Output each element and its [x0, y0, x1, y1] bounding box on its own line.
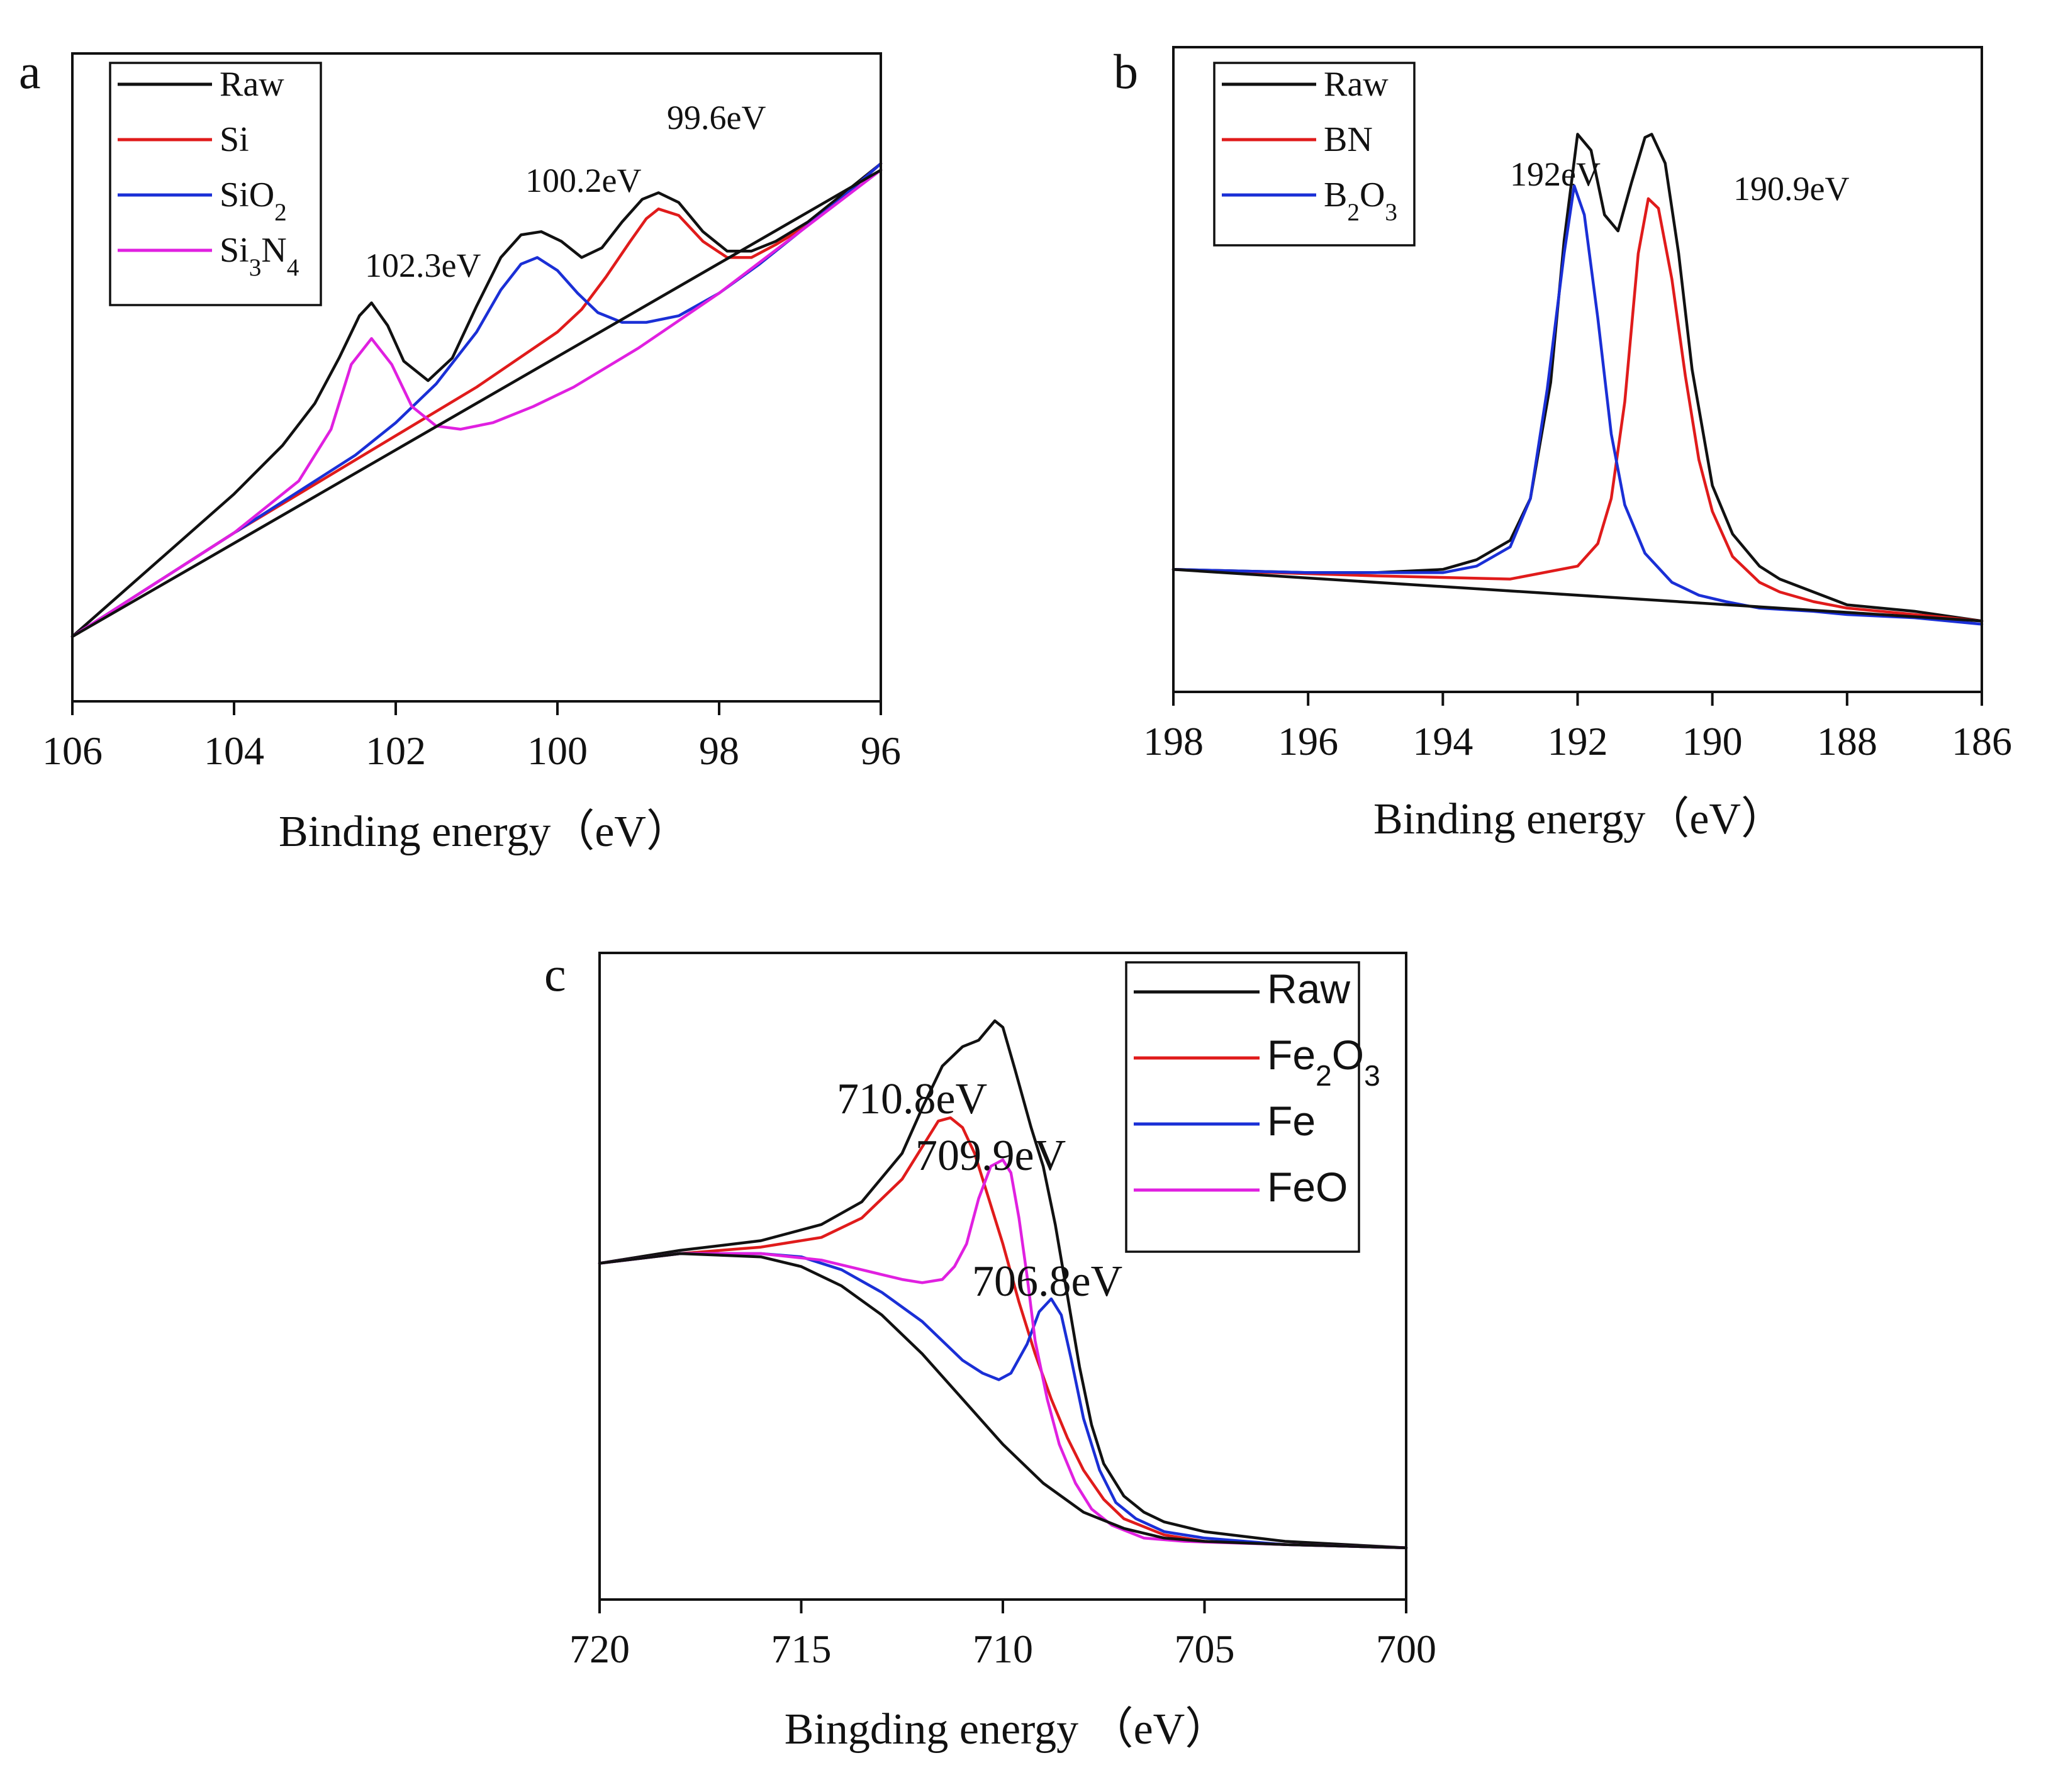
x-tick-label: 104 — [204, 728, 264, 773]
peak-annotation: 706.8eV — [972, 1257, 1122, 1306]
peak-annotation: 709.9eV — [915, 1132, 1066, 1180]
x-tick-label: 100 — [527, 728, 588, 773]
series-line-raw — [1171, 133, 1984, 623]
x-tick-label: 715 — [771, 1627, 832, 1671]
legend: Raw BN B2O3 — [1213, 62, 1416, 247]
panel-letter: a — [19, 44, 41, 99]
x-tick-label: 190 — [1682, 719, 1743, 764]
legend-label-fe2o3: Fe2O3 — [1267, 1032, 1380, 1092]
series-line-baseline — [70, 169, 883, 638]
legend-label-sio2: SiO2 — [220, 175, 287, 226]
series-group — [1171, 133, 1984, 626]
peak-annotation: 710.8eV — [837, 1075, 987, 1123]
peak-annotation: 102.3eV — [365, 247, 481, 284]
x-axis-title: Binding energy（eV） — [1373, 795, 1785, 843]
panel-b-chart: b 198 196 194 192 190 188 186 Binding energy（eV）… — [1114, 44, 2012, 843]
legend-label-fe: Fe — [1267, 1098, 1316, 1144]
legend-label-bn: BN — [1324, 120, 1373, 159]
panel-c-chart: c 720 715 710 705 700 Bingding energy （eV） Raw F… — [544, 947, 1436, 1754]
series-group — [598, 1019, 1408, 1550]
x-tick-label: 700 — [1376, 1627, 1436, 1671]
x-tick-label: 96 — [861, 728, 901, 773]
legend-label-si3n4: Si3N4 — [220, 231, 299, 281]
x-tick-label: 192 — [1548, 719, 1608, 764]
series-line-bn — [1171, 197, 1984, 623]
series-line-background — [598, 1252, 1408, 1550]
series-group — [70, 162, 883, 638]
series-line-raw — [598, 1019, 1408, 1550]
peak-annotation: 192eV — [1510, 155, 1601, 193]
legend-label-raw: Raw — [1324, 65, 1389, 104]
x-tick-label: 194 — [1412, 719, 1473, 764]
legend-label-feo: FeO — [1267, 1164, 1348, 1210]
x-tick-label: 98 — [699, 728, 739, 773]
legend-label-raw: Raw — [220, 65, 284, 104]
legend-label-b2o3: B2O3 — [1324, 175, 1397, 226]
panel-letter: b — [1114, 44, 1138, 99]
x-tick-label: 106 — [42, 728, 103, 773]
x-tick-label: 705 — [1175, 1627, 1235, 1671]
plot-frame — [71, 52, 882, 703]
legend-box — [1125, 961, 1360, 1253]
x-tick-label: 720 — [569, 1627, 630, 1671]
panel-letter: c — [544, 947, 566, 1001]
panel-a-chart: a 106 104 102 100 98 96 Binding energy（eV） Raw Si… — [19, 44, 901, 856]
peak-annotation: 190.9eV — [1733, 170, 1849, 208]
legend-box — [109, 62, 322, 306]
x-axis-title: Binding energy（eV） — [279, 808, 690, 856]
series-line-fe2o3 — [598, 1116, 1408, 1550]
series-line-si — [70, 162, 883, 638]
series-line-raw — [70, 162, 883, 638]
x-tick-label: 710 — [973, 1627, 1033, 1671]
x-tick-label: 196 — [1278, 719, 1338, 764]
legend: Raw Fe2O3 Fe FeO — [1125, 961, 1380, 1253]
x-tick-label: 198 — [1143, 719, 1204, 764]
x-tick-label: 102 — [366, 728, 426, 773]
x-tick-label: 188 — [1817, 719, 1877, 764]
peak-annotation: 99.6eV — [667, 99, 766, 136]
series-line-baseline — [1171, 568, 1984, 623]
legend-box — [1213, 62, 1416, 247]
legend-label-raw: Raw — [1267, 966, 1350, 1012]
x-axis-title: Bingding energy （eV） — [785, 1705, 1229, 1754]
x-tick-label: 186 — [1952, 719, 2012, 764]
peak-annotation: 100.2eV — [525, 162, 641, 199]
legend-label-si: Si — [220, 120, 249, 159]
